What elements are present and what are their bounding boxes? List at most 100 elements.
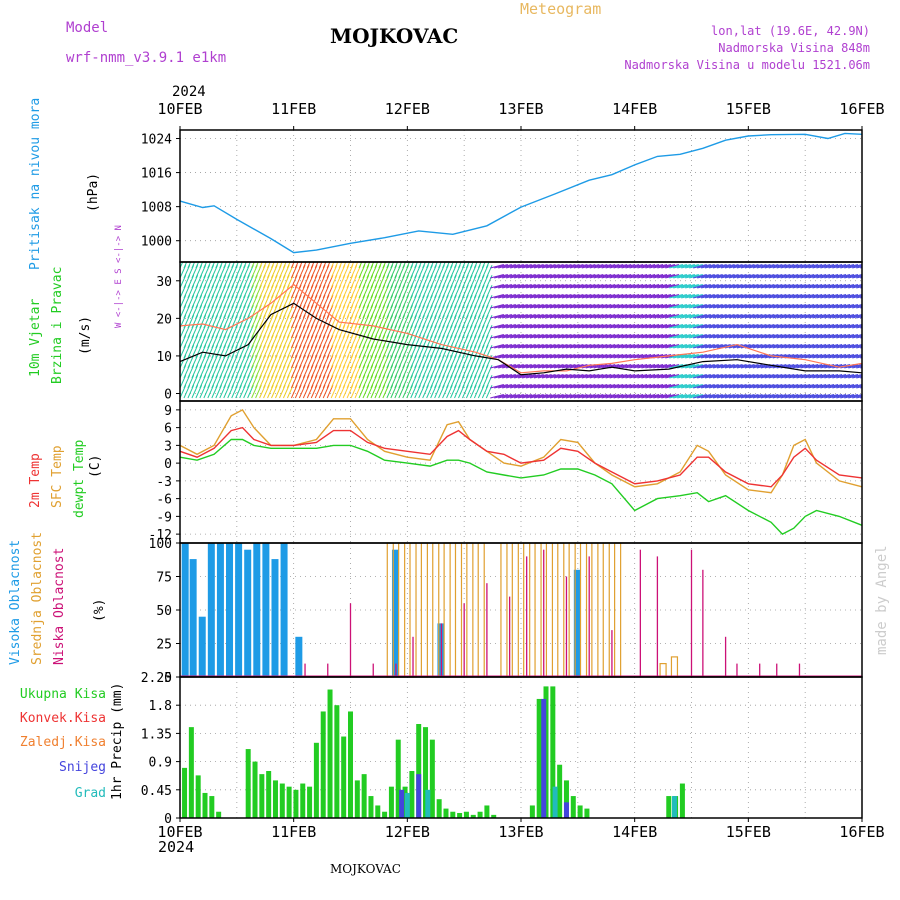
wind-barb — [645, 314, 660, 319]
wind-barb — [824, 354, 839, 359]
wind-barb — [697, 304, 711, 309]
wind-barb — [764, 394, 779, 399]
wind-barb — [506, 294, 520, 299]
wind-barb — [529, 364, 544, 369]
rain-bar — [436, 799, 442, 818]
wind-barb — [712, 284, 727, 289]
wind-barb — [776, 314, 791, 319]
wind-barb — [844, 324, 859, 329]
wind-barb — [856, 336, 862, 339]
wind-barb — [840, 314, 855, 319]
wind-barb — [529, 344, 544, 349]
wind-barb — [812, 344, 827, 349]
wind-barb — [207, 262, 212, 269]
wind-barb — [824, 384, 839, 389]
wind-barb — [633, 334, 648, 339]
wind-barb — [577, 374, 592, 379]
wind-barb — [601, 304, 616, 309]
wind-barb — [856, 326, 862, 329]
wind-barb — [796, 374, 811, 379]
wind-barb — [597, 384, 612, 389]
wind-barb — [840, 334, 855, 339]
wind-barb — [529, 284, 544, 289]
wind-barb — [617, 394, 632, 399]
wind-barb — [653, 334, 668, 339]
wind-barb — [390, 262, 395, 269]
wind-barb — [533, 324, 548, 329]
wind-barb — [585, 274, 600, 279]
wind-barb — [788, 284, 803, 289]
high-cloud-bar — [280, 543, 288, 677]
wind-barb — [816, 354, 831, 359]
wind-barb — [732, 304, 747, 309]
wind-barb — [657, 304, 672, 309]
wind-barb — [625, 374, 640, 379]
wind-barb — [848, 284, 862, 289]
wind-barb — [760, 324, 775, 329]
wind-barb — [525, 264, 540, 269]
wind-barb — [502, 374, 516, 379]
wind-barb — [701, 374, 715, 379]
wind-barb — [573, 314, 588, 319]
wind-barb — [545, 274, 560, 279]
wind-barb — [565, 394, 580, 399]
wind-barb — [621, 304, 636, 309]
wind-barb — [808, 314, 823, 319]
wind-barb — [768, 304, 783, 309]
wind-barb — [490, 324, 504, 329]
wind-barb — [772, 384, 787, 389]
wind-barb — [677, 344, 691, 349]
wind-barb — [677, 324, 691, 329]
rain-bar — [182, 767, 188, 818]
frame-layer — [176, 126, 863, 822]
wind-barb — [609, 344, 624, 349]
wind-barb — [796, 394, 811, 399]
wind-barb — [673, 314, 688, 319]
wind-barb — [689, 314, 703, 319]
year-top: 2024 — [172, 84, 206, 100]
wind-barb — [708, 324, 723, 329]
wind-barb — [720, 284, 735, 289]
wind-barb — [844, 354, 859, 359]
wind-barb — [665, 314, 680, 319]
wind-barb — [529, 274, 544, 279]
wind-barb — [732, 374, 747, 379]
station-title: MOJKOVAC — [330, 24, 459, 48]
wind-barb — [665, 304, 680, 309]
wind-barb — [772, 274, 787, 279]
wind-barb — [816, 384, 831, 389]
wind-barb — [681, 394, 695, 399]
wind-barb — [776, 344, 791, 349]
wind-barb — [557, 264, 572, 269]
wind-barb — [665, 294, 680, 299]
wind-barb — [577, 274, 592, 279]
wind-barb — [494, 264, 508, 269]
wind-barb — [569, 294, 584, 299]
wind-barb — [712, 294, 727, 299]
rain-bar — [361, 774, 367, 818]
wind-barb — [518, 354, 532, 359]
wind-barb — [712, 384, 727, 389]
wind-barb — [824, 324, 839, 329]
wind-barb — [518, 314, 532, 319]
rain-bar — [327, 689, 333, 818]
y-tick-label: 0.45 — [141, 784, 172, 799]
wind-barb — [677, 264, 691, 269]
wind-barb — [637, 384, 652, 389]
wind-barb — [705, 274, 719, 279]
wind-barb — [840, 344, 855, 349]
wind-barb — [856, 376, 862, 379]
wind-barb — [824, 284, 839, 289]
wind-barb — [629, 364, 644, 369]
wind-barb — [553, 294, 568, 299]
wind-barb — [581, 344, 596, 349]
wind-barb — [792, 274, 807, 279]
wind-barb — [633, 284, 648, 289]
wind-barb — [740, 374, 755, 379]
wind-barb — [812, 324, 827, 329]
wind-barb — [800, 274, 815, 279]
wind-barb — [494, 354, 508, 359]
wind-barb — [621, 314, 636, 319]
wind-barb — [689, 384, 703, 389]
wind-barb — [768, 274, 783, 279]
